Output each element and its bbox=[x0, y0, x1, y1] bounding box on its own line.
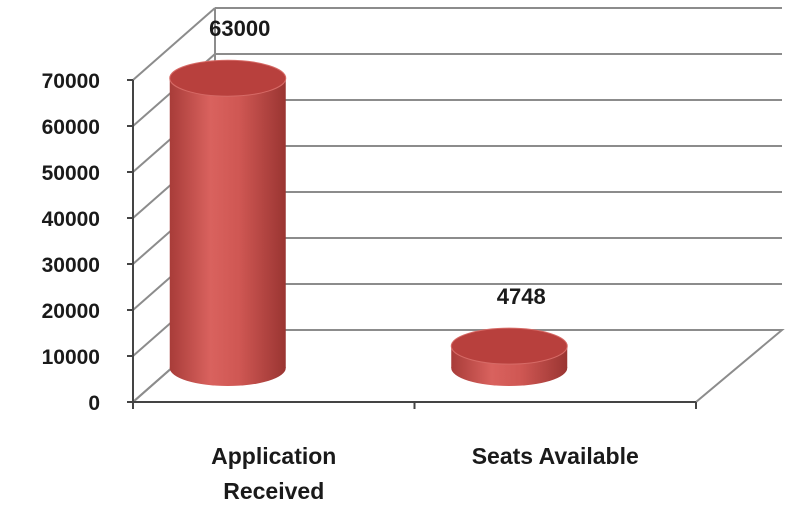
bar-top bbox=[450, 327, 568, 365]
y-axis-tick-labels: 0 10000 20000 30000 40000 50000 60000 70000 bbox=[42, 70, 100, 415]
y-tick-label: 50000 bbox=[42, 162, 100, 185]
data-label: 4748 bbox=[497, 284, 546, 309]
x-axis-tick-labels: Application Received Seats Available bbox=[211, 443, 639, 504]
y-tick-label: 0 bbox=[88, 392, 100, 415]
y-tick-label: 40000 bbox=[42, 208, 100, 231]
y-tick-label: 30000 bbox=[42, 254, 100, 277]
y-tick-label: 20000 bbox=[42, 300, 100, 323]
bar-top bbox=[169, 59, 287, 97]
gridline-side bbox=[132, 7, 216, 81]
y-tick-label: 60000 bbox=[42, 116, 100, 139]
data-labels: 63000 4748 bbox=[209, 16, 546, 309]
y-tick-label: 10000 bbox=[42, 346, 100, 369]
bar-cylinder bbox=[169, 59, 287, 386]
bars bbox=[169, 59, 568, 386]
bar-cylinder bbox=[450, 327, 568, 386]
y-tick-label: 70000 bbox=[42, 70, 100, 93]
bar-body bbox=[169, 78, 286, 368]
bar-base bbox=[169, 350, 286, 386]
data-label: 63000 bbox=[209, 16, 270, 41]
x-tick-label: Seats Available bbox=[472, 443, 639, 469]
x-tick-label: Application Received bbox=[211, 443, 336, 504]
